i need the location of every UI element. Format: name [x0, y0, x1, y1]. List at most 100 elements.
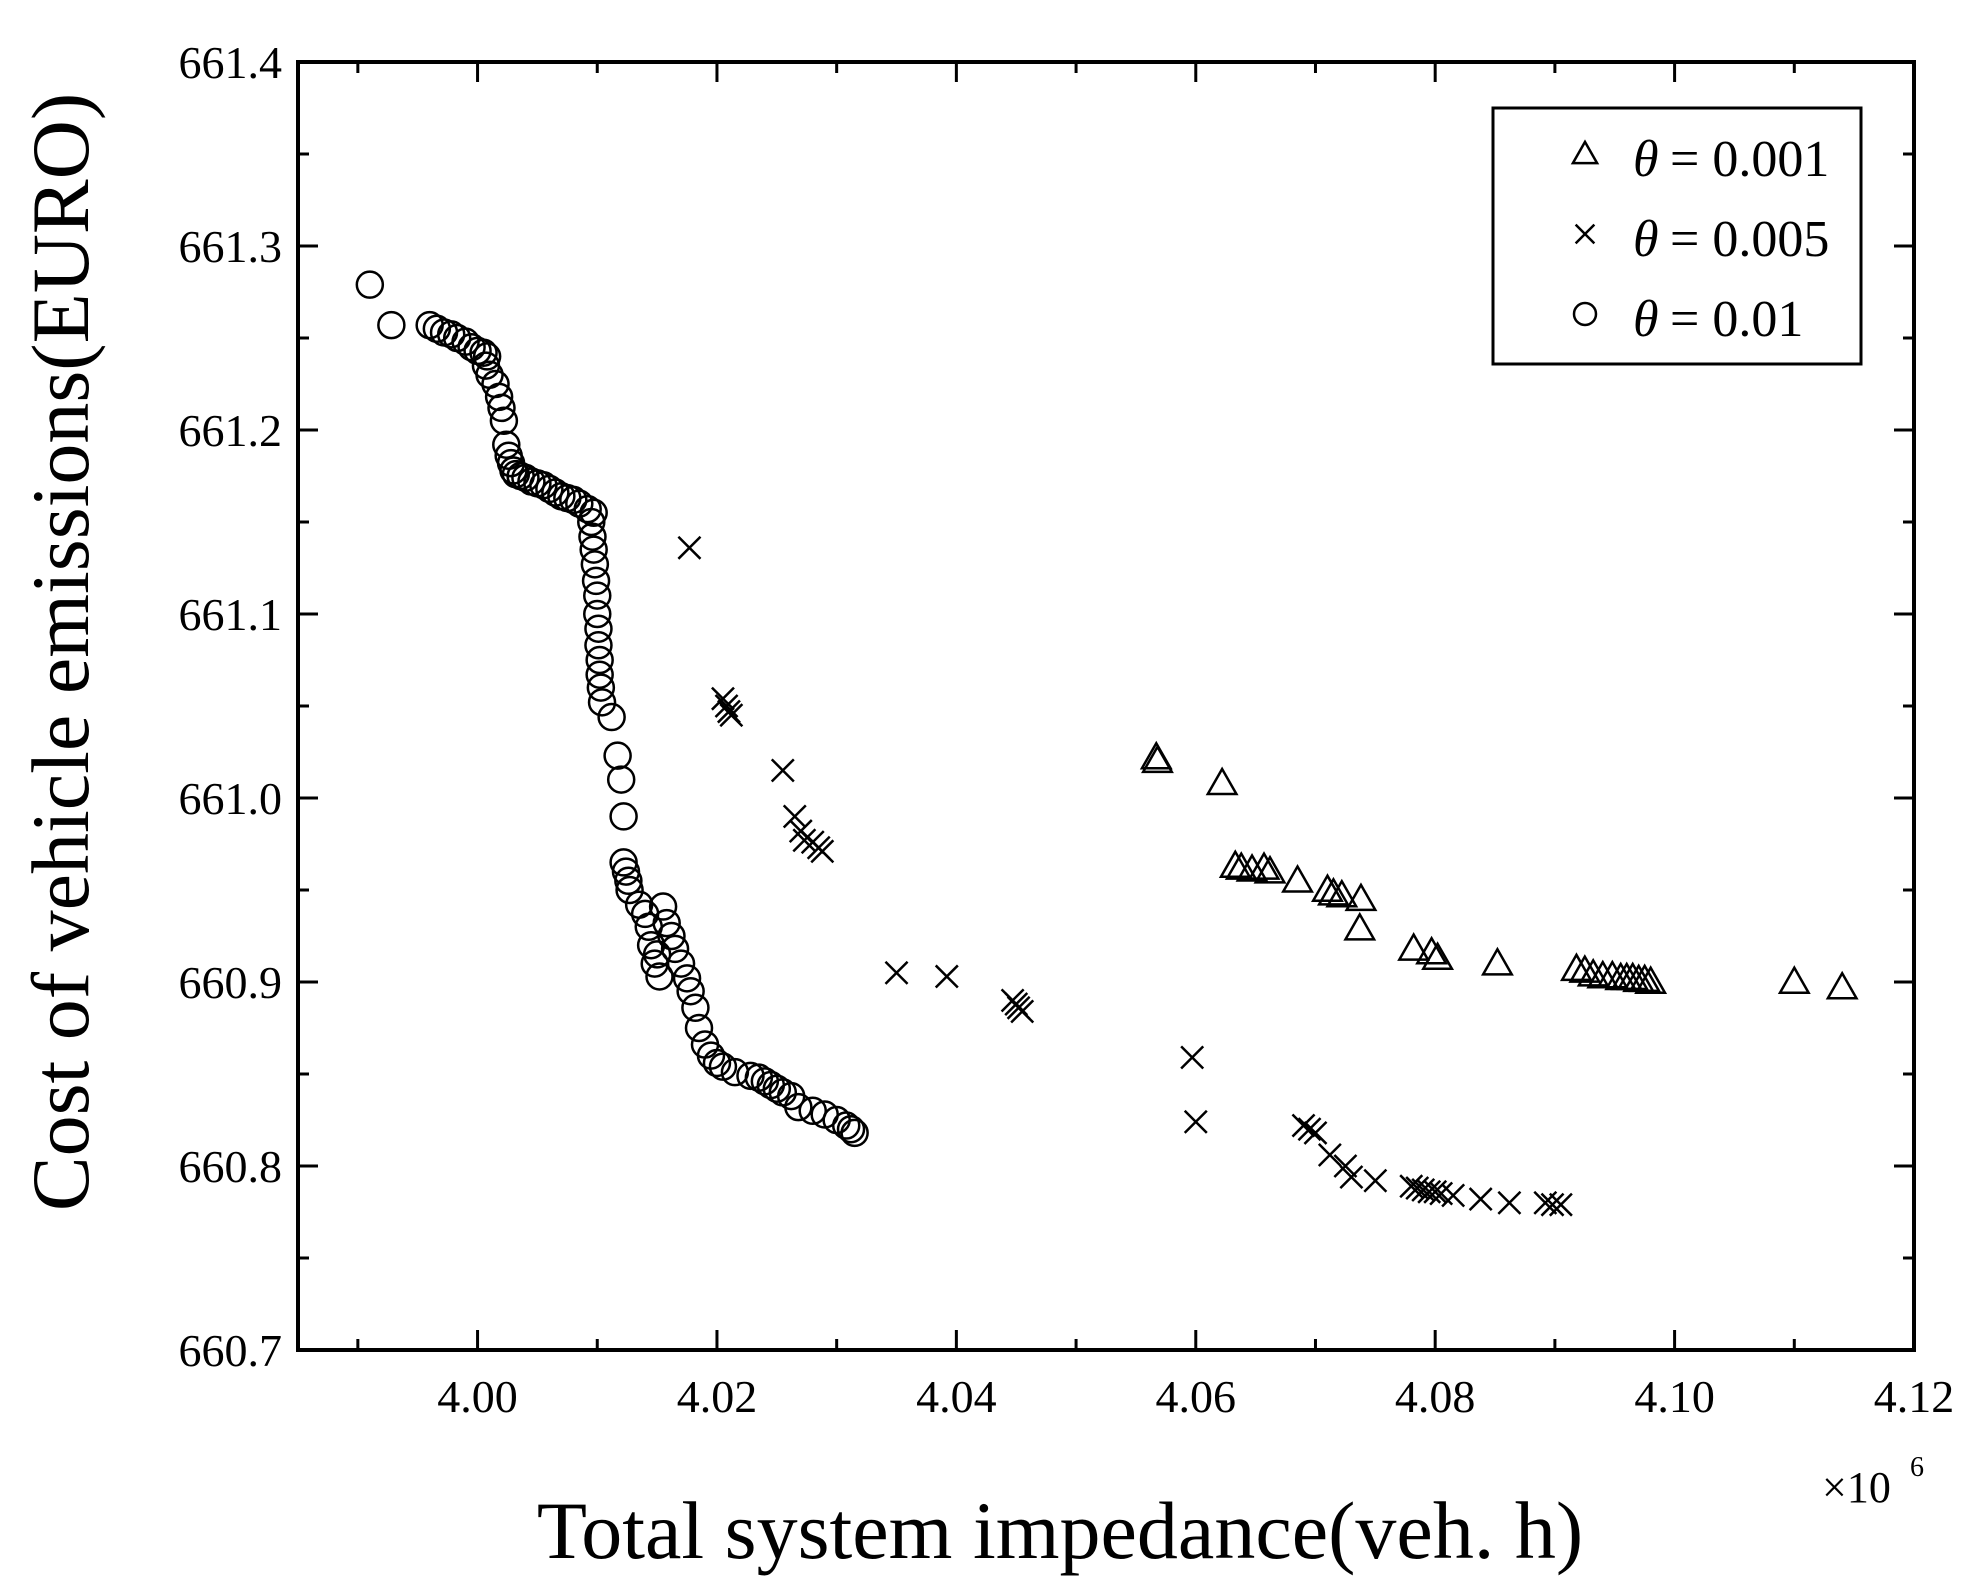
x-axis-title: Total system impedance(veh. h): [537, 1485, 1583, 1576]
data-point: [584, 614, 613, 643]
data-point: [719, 703, 744, 728]
data-point: [1777, 965, 1811, 994]
data-point: [645, 962, 674, 991]
legend-box: [1491, 106, 1863, 366]
data-point: [573, 494, 602, 524]
data-point: [1325, 878, 1359, 908]
data-point: [782, 804, 807, 829]
y-tick-label: 660.7: [179, 1325, 283, 1376]
data-point: [836, 1114, 866, 1144]
data-point: [657, 921, 686, 951]
data-point: [1628, 963, 1662, 993]
data-point: [1316, 876, 1350, 906]
data-point: [1540, 1192, 1565, 1217]
y-tick-label: 661.0: [179, 773, 283, 824]
data-point: [934, 964, 959, 989]
data-point: [1363, 1168, 1388, 1193]
y-tick-label: 661.1: [179, 589, 283, 640]
legend-label: = 0.01: [1670, 291, 1803, 348]
data-point: [1576, 957, 1610, 987]
data-point: [1235, 852, 1269, 882]
data-point: [1397, 932, 1431, 961]
data-point: [587, 688, 617, 717]
x-multiplier-exponent: 6: [1910, 1452, 1924, 1483]
y-tick-label: 661.4: [179, 37, 283, 88]
x-tick-label: 4.10: [1634, 1371, 1715, 1422]
legend-symbol: θ: [1633, 211, 1659, 268]
data-point: [681, 993, 710, 1023]
data-point: [1339, 1165, 1364, 1189]
data-point: [1010, 999, 1035, 1024]
data-point: [1218, 849, 1252, 879]
points-layer: [355, 270, 1859, 1217]
data-point: [1281, 863, 1314, 893]
data-point: [1480, 946, 1514, 976]
data-point: [1548, 1192, 1573, 1217]
x-tick-label: 4.12: [1874, 1371, 1955, 1422]
data-point: [660, 934, 690, 964]
data-point: [1344, 882, 1378, 912]
data-point: [580, 550, 610, 579]
data-point: [884, 960, 909, 985]
data-point: [1468, 1187, 1493, 1212]
legend-symbol: θ: [1633, 131, 1659, 188]
y-axis-title: Cost of vehicle emissions(EURO): [15, 93, 106, 1211]
data-point: [1253, 854, 1287, 884]
data-point: [676, 976, 705, 1006]
x-axis-multiplier: ×10 6: [1822, 1452, 1924, 1512]
data-point: [585, 660, 614, 689]
data-point: [577, 507, 606, 537]
x-multiplier-base: ×10: [1822, 1463, 1891, 1512]
x-tick-label: 4.04: [916, 1371, 997, 1422]
data-point: [472, 342, 502, 371]
data-point: [810, 839, 835, 864]
series-triangle: [1139, 740, 1859, 1000]
data-point: [784, 1092, 813, 1122]
data-point: [1497, 1190, 1522, 1215]
data-point: [1297, 1117, 1322, 1142]
data-point: [609, 802, 638, 831]
data-point: [583, 581, 612, 610]
data-point: [1224, 851, 1258, 880]
data-point: [579, 535, 608, 564]
legend-marker-x: [1574, 223, 1596, 245]
data-point: [831, 1111, 861, 1140]
data-point: [1303, 1120, 1328, 1145]
data-point: [1205, 766, 1239, 796]
data-point: [1568, 954, 1602, 983]
data-point: [672, 964, 702, 993]
data-point: [1559, 952, 1593, 982]
data-point: [1317, 1143, 1342, 1167]
y-axis-ticks: 660.7 660.8 660.9 661.0 661.1 661.2 661.3 661.4: [179, 37, 1914, 1376]
data-point: [585, 645, 614, 675]
data-point: [559, 485, 588, 515]
data-point: [489, 406, 519, 436]
data-point: [614, 866, 643, 896]
data-point: [1333, 1154, 1358, 1178]
data-point: [487, 393, 516, 423]
data-point: [762, 1074, 792, 1103]
data-point: [1310, 873, 1344, 902]
legend-symbol: θ: [1633, 291, 1659, 348]
data-point: [1247, 851, 1281, 880]
legend-marker-triangle: [1570, 139, 1600, 165]
data-point: [583, 599, 612, 629]
data-point: [606, 765, 636, 794]
data-point: [436, 320, 466, 349]
data-point: [684, 1013, 714, 1043]
data-point: [603, 741, 632, 770]
data-point: [666, 949, 696, 978]
x-axis-ticks: 4.00 4.02 4.04 4.06 4.08 4.10 4.12: [356, 62, 1955, 1422]
data-point: [840, 1118, 869, 1148]
data-point: [581, 566, 611, 596]
data-point: [1180, 1045, 1205, 1070]
data-point: [702, 1048, 732, 1078]
data-point: [615, 875, 644, 905]
data-point: [1421, 941, 1455, 971]
data-point: [586, 673, 616, 702]
y-tick-label: 661.2: [179, 405, 283, 456]
data-point: [377, 310, 406, 340]
data-point: [1291, 1113, 1316, 1138]
